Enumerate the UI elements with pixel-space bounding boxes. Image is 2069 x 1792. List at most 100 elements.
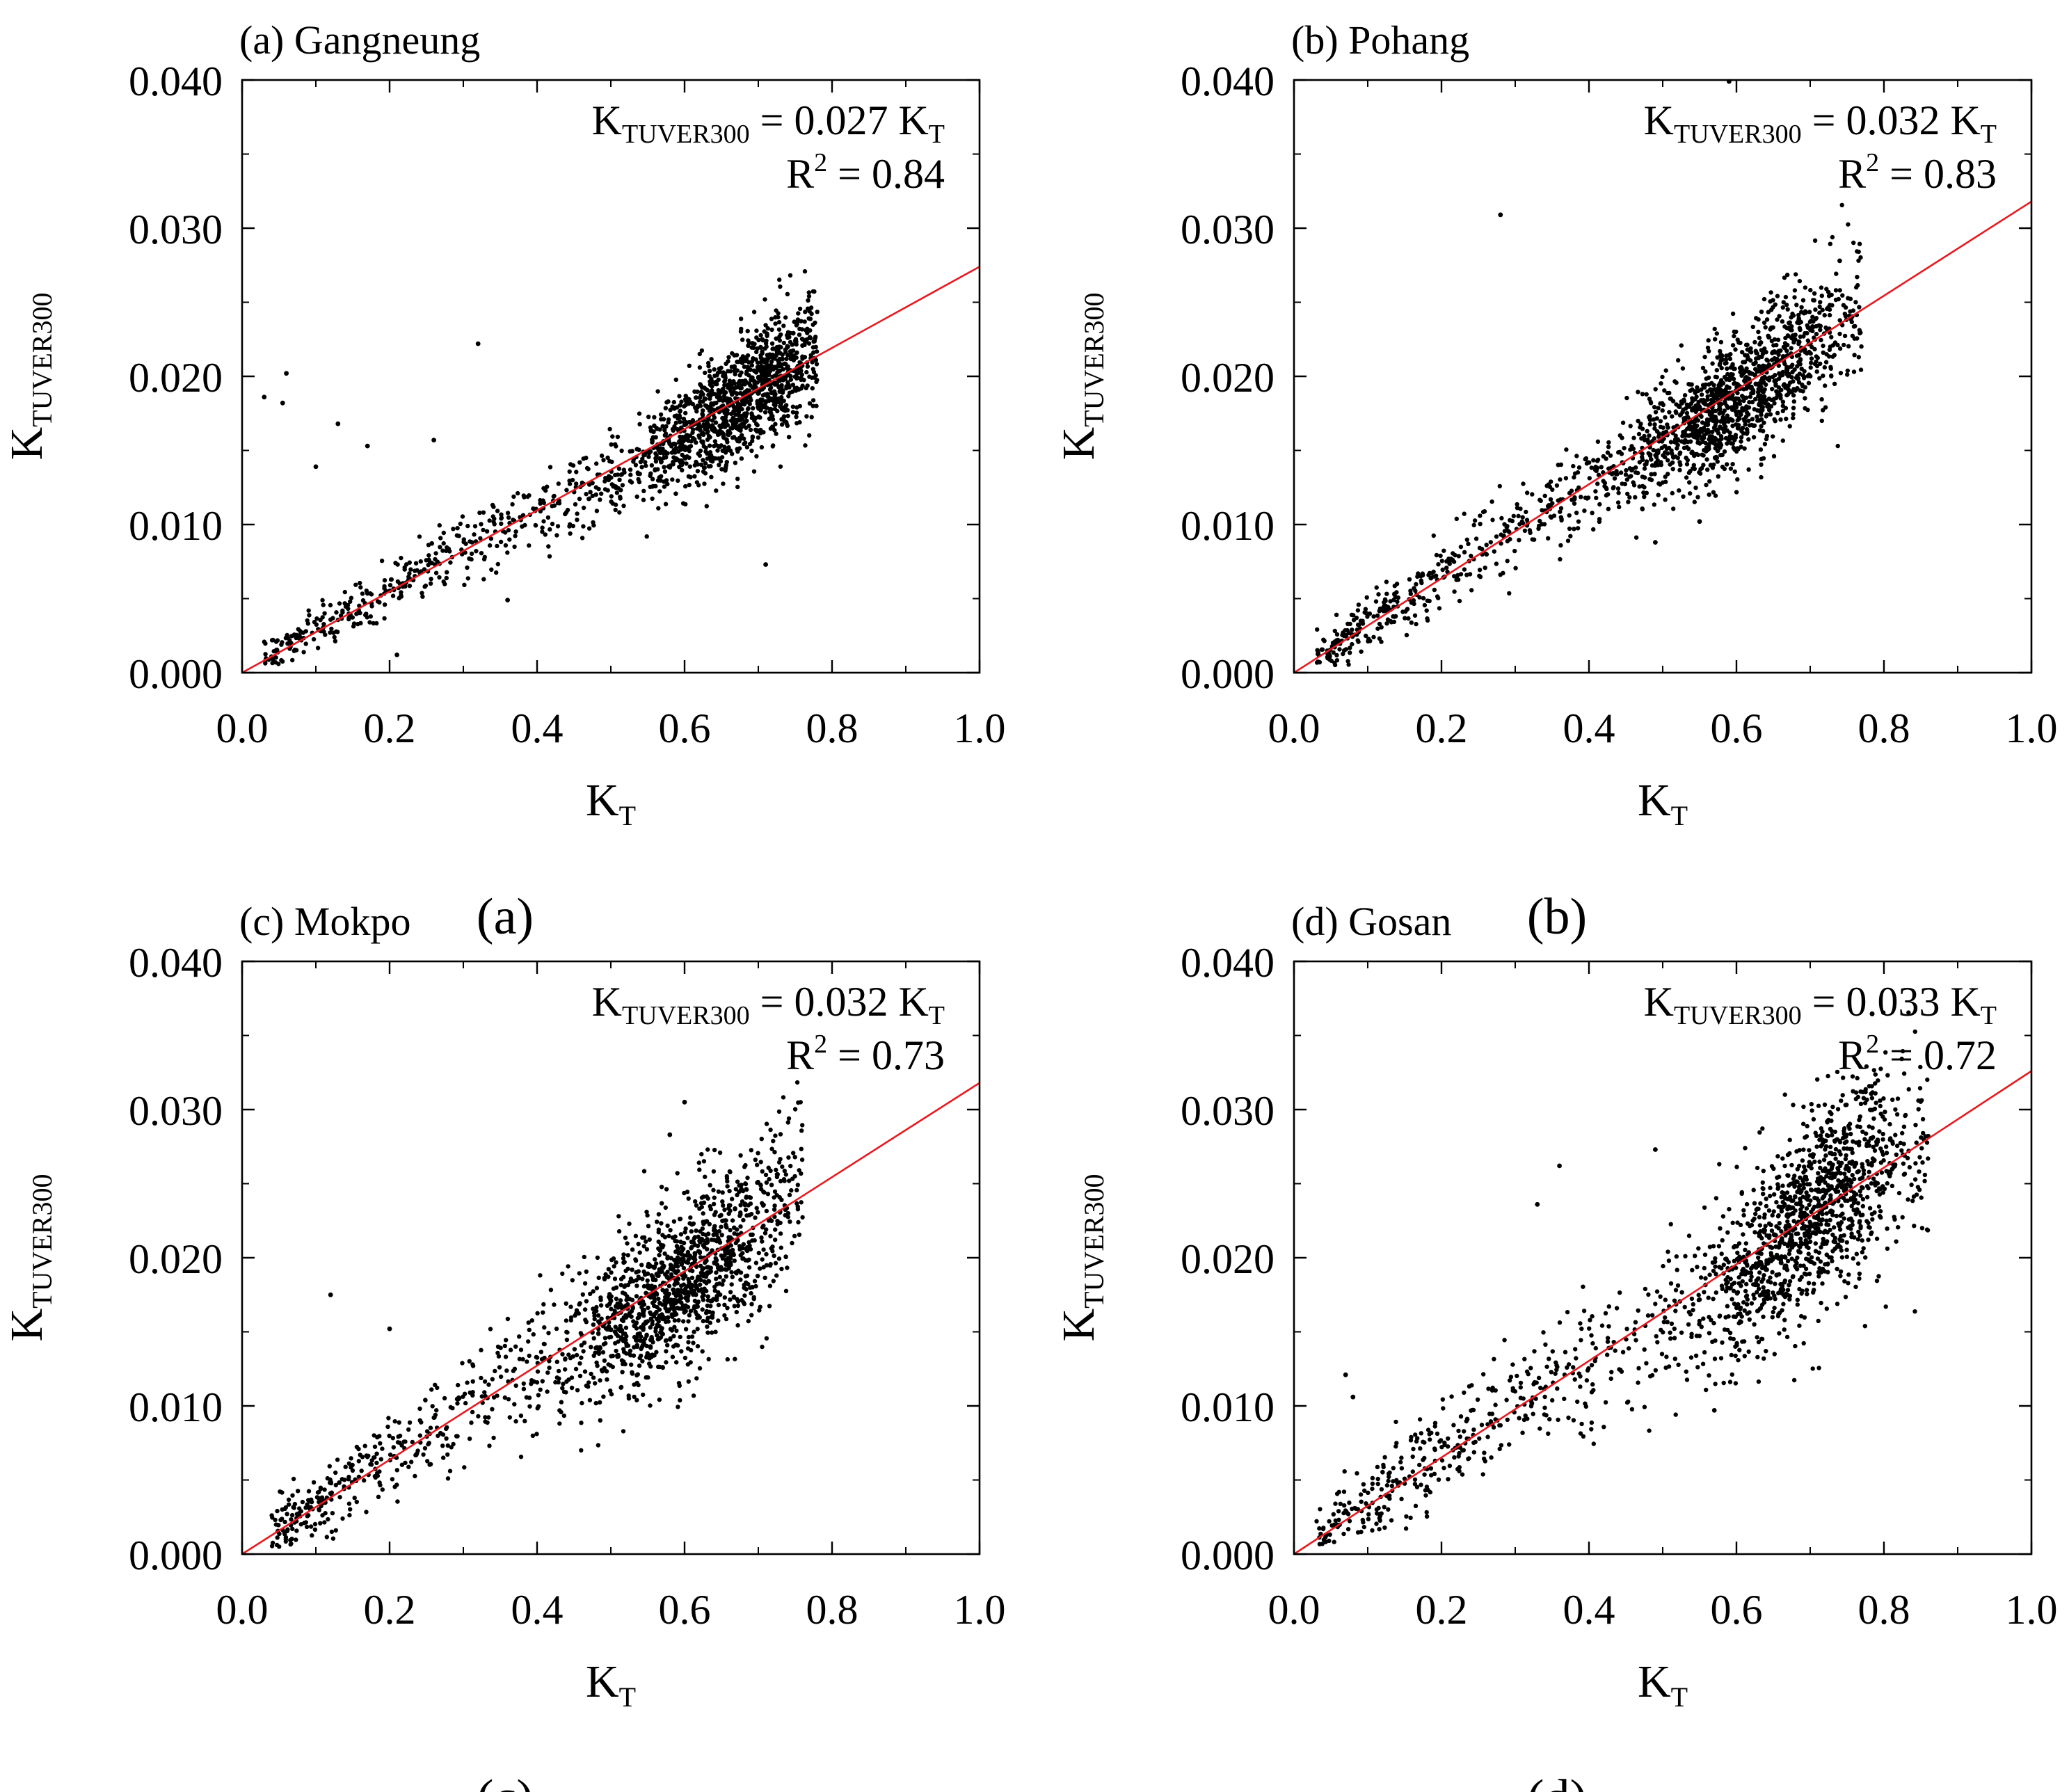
data-point: [1530, 492, 1535, 497]
data-point: [1819, 285, 1824, 290]
data-point: [503, 1354, 509, 1359]
data-point: [1686, 415, 1691, 419]
data-point: [1711, 490, 1716, 495]
data-point: [726, 382, 730, 387]
data-point: [628, 472, 633, 477]
outlier-point: [1653, 540, 1658, 545]
data-point: [739, 425, 744, 431]
data-point: [733, 385, 739, 390]
data-point: [1606, 440, 1611, 445]
data-point: [632, 1345, 637, 1350]
data-point: [1843, 314, 1848, 319]
data-point: [675, 1264, 680, 1269]
data-point: [720, 1190, 725, 1195]
data-point: [359, 1469, 364, 1473]
data-point: [1803, 330, 1807, 336]
data-point: [1791, 406, 1796, 410]
data-point: [1458, 572, 1464, 577]
data-point: [618, 496, 623, 501]
data-point: [735, 426, 740, 431]
data-point: [804, 337, 809, 342]
data-point: [670, 477, 675, 482]
data-point: [678, 1334, 682, 1340]
data-point: [741, 1256, 746, 1261]
data-point: [1396, 595, 1401, 600]
data-point: [749, 448, 754, 454]
data-point: [768, 1127, 773, 1133]
panel-title: (a) Gangneung: [239, 17, 480, 63]
data-point: [683, 483, 688, 489]
data-point: [810, 403, 815, 408]
data-point: [369, 592, 374, 597]
data-point: [781, 405, 785, 410]
data-point: [377, 600, 382, 605]
data-point: [714, 373, 719, 378]
data-point: [1590, 511, 1595, 515]
data-point: [698, 403, 703, 408]
data-point: [1818, 300, 1823, 305]
data-point: [1425, 616, 1430, 621]
x-tick-label: 0.2: [364, 705, 416, 751]
data-point: [815, 310, 820, 314]
data-point: [719, 1213, 724, 1218]
data-point: [288, 1542, 293, 1547]
data-point: [776, 384, 781, 389]
data-point: [535, 1406, 540, 1411]
data-point: [800, 1123, 805, 1128]
data-point: [1693, 406, 1698, 411]
data-point: [308, 1524, 314, 1529]
data-point: [738, 436, 743, 442]
data-point: [780, 357, 785, 362]
x-tick-label: 0.8: [806, 705, 858, 751]
data-point: [691, 1393, 696, 1398]
data-point: [764, 344, 769, 349]
data-point: [1758, 447, 1764, 452]
data-point: [454, 533, 460, 538]
data-point: [1808, 365, 1813, 370]
data-point: [1373, 599, 1379, 604]
data-point: [1771, 454, 1777, 458]
x-tick-label: 0.2: [1416, 705, 1468, 751]
data-point: [1360, 618, 1365, 623]
data-point: [560, 1352, 565, 1357]
data-point: [735, 1227, 740, 1232]
data-point: [694, 409, 699, 414]
data-point: [1652, 472, 1657, 477]
data-point: [1674, 410, 1679, 415]
data-point: [584, 1320, 589, 1325]
data-point: [728, 448, 733, 453]
data-point: [607, 1335, 612, 1340]
data-point: [1626, 499, 1631, 504]
data-point: [1817, 310, 1822, 315]
data-point: [769, 397, 774, 401]
data-point: [1821, 350, 1826, 355]
data-point: [1710, 361, 1715, 366]
data-point: [709, 357, 714, 362]
data-point: [1787, 321, 1791, 326]
data-point: [488, 1327, 493, 1331]
data-point: [326, 1517, 330, 1522]
data-point: [1811, 319, 1816, 324]
data-point: [390, 593, 396, 598]
data-point: [806, 294, 812, 298]
data-point: [1579, 495, 1583, 499]
data-point: [1809, 360, 1814, 365]
data-point: [696, 1299, 701, 1304]
data-point: [340, 1516, 345, 1521]
data-point: [399, 590, 404, 595]
data-point: [694, 1228, 698, 1233]
data-point: [1703, 369, 1708, 374]
data-point: [1786, 365, 1791, 370]
data-point: [550, 521, 555, 527]
data-point: [1793, 388, 1798, 393]
data-point: [594, 509, 600, 513]
data-point: [693, 395, 698, 400]
data-point: [728, 1262, 733, 1267]
data-point: [1462, 567, 1467, 572]
data-point: [1677, 451, 1682, 456]
data-point: [301, 630, 305, 635]
data-point: [755, 1162, 760, 1167]
data-point: [628, 467, 633, 472]
data-point: [527, 1395, 532, 1400]
data-point: [468, 539, 472, 544]
